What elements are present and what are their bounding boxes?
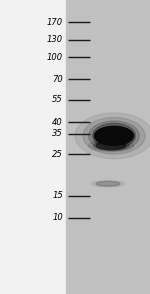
Ellipse shape — [88, 139, 134, 152]
Ellipse shape — [93, 141, 129, 151]
Text: 55: 55 — [52, 96, 63, 104]
Ellipse shape — [93, 123, 135, 148]
Ellipse shape — [75, 113, 150, 159]
Text: 10: 10 — [52, 213, 63, 222]
Ellipse shape — [96, 141, 126, 150]
Bar — [0, 0, 66, 294]
Bar — [66, 0, 150, 294]
Ellipse shape — [89, 121, 139, 151]
Ellipse shape — [94, 126, 134, 146]
Ellipse shape — [83, 118, 145, 154]
Text: 15: 15 — [52, 191, 63, 200]
Text: 35: 35 — [52, 129, 63, 138]
Text: 170: 170 — [47, 18, 63, 26]
Ellipse shape — [96, 181, 120, 186]
Text: 40: 40 — [52, 118, 63, 126]
Text: 100: 100 — [47, 53, 63, 62]
Ellipse shape — [91, 181, 125, 187]
Text: 25: 25 — [52, 150, 63, 159]
Text: 70: 70 — [52, 75, 63, 84]
Text: 130: 130 — [47, 35, 63, 44]
